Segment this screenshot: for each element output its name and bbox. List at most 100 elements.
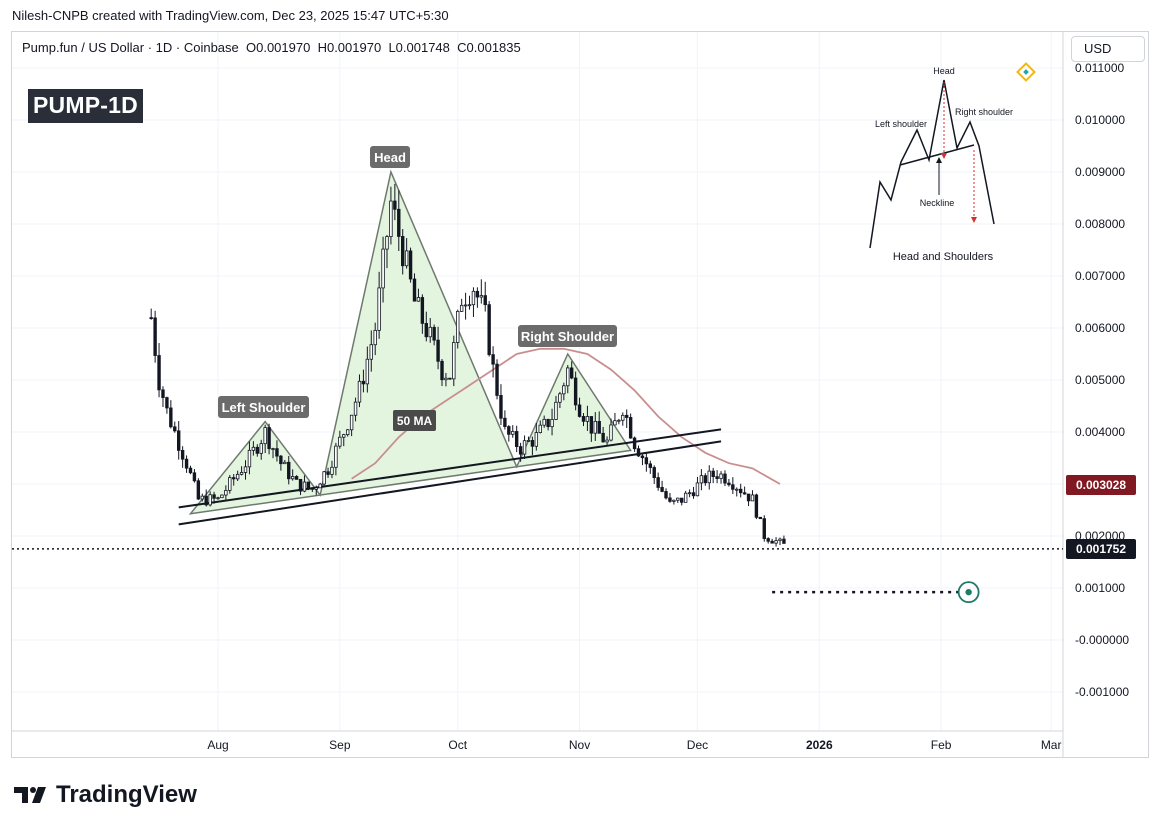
time-axis[interactable]: Aug Sep Oct Nov Dec 2026 Feb Mar (207, 738, 1061, 752)
y-tick-label: 0.008000 (1075, 217, 1125, 231)
last-price-tag-text: 0.001752 (1076, 542, 1126, 556)
candle (298, 478, 303, 496)
candles (149, 183, 786, 547)
candle (475, 287, 480, 308)
candle (621, 412, 625, 426)
candle (652, 465, 656, 484)
candle (723, 470, 727, 487)
candle (196, 478, 201, 501)
candle (656, 472, 660, 491)
price-axis[interactable]: 0.011000 0.010000 0.009000 0.008000 0.007000… (1075, 61, 1129, 699)
candle (676, 497, 680, 504)
candle (534, 422, 539, 451)
candle (703, 473, 708, 486)
chart-title-badge: PUMP-1D (28, 89, 143, 123)
candle (668, 492, 672, 503)
ma-price-tag: 0.003028 (1066, 475, 1136, 495)
candle (695, 476, 700, 497)
svg-text:Neckline: Neckline (920, 198, 955, 208)
y-tick-label: 0.004000 (1075, 425, 1125, 439)
candle (503, 410, 507, 430)
candle (306, 481, 311, 491)
candle (471, 287, 476, 317)
candle (169, 400, 173, 429)
candle (404, 238, 409, 269)
candle (243, 460, 248, 480)
candle (738, 483, 743, 498)
candle (774, 537, 778, 547)
candle (672, 499, 676, 505)
candle (412, 273, 417, 302)
candle (326, 467, 330, 478)
candle (766, 537, 770, 544)
currency-selector[interactable]: USD (1071, 36, 1145, 62)
candle (566, 364, 570, 394)
tradingview-logo[interactable]: TradingView (14, 781, 197, 809)
candle (247, 441, 252, 475)
candle (279, 454, 283, 471)
candle (699, 469, 704, 491)
candle (514, 425, 519, 453)
candle (345, 429, 350, 437)
candle (271, 447, 275, 459)
candle (628, 413, 633, 439)
candle (711, 467, 715, 484)
candle (192, 469, 197, 483)
candle (322, 471, 326, 488)
candle (294, 475, 299, 480)
candle (314, 485, 318, 496)
svg-text:Head: Head (374, 150, 406, 165)
candle (267, 423, 271, 455)
candle (573, 371, 578, 411)
candle (232, 474, 236, 486)
candle (220, 494, 224, 499)
candle (208, 491, 212, 507)
x-tick-label: Aug (207, 738, 228, 752)
tradingview-diamond-icon[interactable] (1016, 62, 1036, 82)
candle (530, 436, 535, 456)
y-tick-label: 0.005000 (1075, 373, 1125, 387)
candle (746, 493, 751, 507)
candle (683, 490, 688, 503)
candle (188, 465, 193, 475)
candle (432, 324, 436, 346)
candle (259, 439, 263, 460)
candle (522, 435, 527, 460)
candle (593, 412, 597, 441)
svg-text:Left shoulder: Left shoulder (875, 119, 927, 129)
candle (235, 470, 240, 481)
tradingview-brand: TradingView (56, 781, 197, 808)
candle (157, 343, 161, 398)
head-label: Head (370, 146, 410, 168)
grid-lines (12, 32, 1063, 731)
neckline-upper (178, 428, 722, 509)
candle (287, 455, 291, 485)
candle (636, 445, 641, 457)
candle (330, 460, 334, 479)
candle (558, 391, 562, 409)
candle (204, 489, 208, 507)
candle (577, 397, 582, 418)
candle (597, 411, 601, 434)
candle (546, 418, 550, 431)
symbol-name: Pump.fun / US Dollar · 1D · Coinbase (22, 40, 239, 55)
candle (538, 420, 542, 434)
candle (385, 235, 389, 269)
candle (617, 418, 621, 425)
candle (353, 397, 358, 422)
svg-text:Right shoulder: Right shoulder (955, 107, 1013, 117)
ohlc-low: L0.001748 (388, 40, 450, 55)
candle (778, 537, 782, 546)
candle (601, 426, 605, 443)
candle (518, 442, 523, 462)
candle (687, 489, 692, 498)
candle (377, 271, 381, 339)
candle (420, 294, 425, 334)
candle (762, 515, 766, 542)
candle (318, 482, 322, 489)
candle (342, 433, 346, 447)
candle (338, 430, 342, 449)
candle (424, 311, 428, 342)
candle (731, 477, 735, 495)
